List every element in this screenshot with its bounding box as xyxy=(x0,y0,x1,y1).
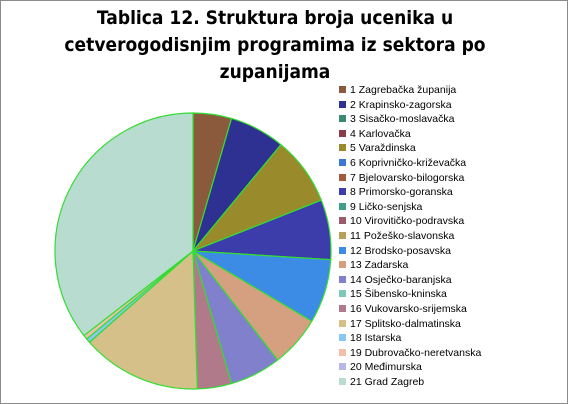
legend-item-8: 8 Primorsko-goranska xyxy=(339,185,481,200)
legend-swatch xyxy=(339,231,346,239)
legend-swatch xyxy=(339,261,346,269)
chart-title: Tablica 12. Struktura broja ucenika u ce… xyxy=(64,5,487,86)
legend-label: 5 Varaždinska xyxy=(350,142,416,155)
legend-label: 8 Primorsko-goranska xyxy=(350,186,453,199)
legend-swatch xyxy=(339,290,346,298)
legend-label: 20 Međimurska xyxy=(350,361,422,374)
legend-item-4: 4 Karlovačka xyxy=(339,127,481,142)
chart-title-line-1: Tablica 12. Struktura broja ucenika u xyxy=(96,7,454,29)
legend-item-20: 20 Međimurska xyxy=(339,360,481,375)
legend-swatch xyxy=(339,158,346,166)
legend-swatch xyxy=(339,334,346,342)
legend-swatch xyxy=(339,304,346,312)
legend-label: 16 Vukovarsko-srijemska xyxy=(350,302,467,315)
legend-label: 9 Ličko-senjska xyxy=(350,200,423,213)
legend-label: 18 Istarska xyxy=(350,332,402,345)
legend-label: 17 Splitsko-dalmatinska xyxy=(350,317,461,330)
pie-slice-21 xyxy=(54,112,194,337)
legend-swatch xyxy=(339,173,346,181)
legend-item-15: 15 Šibensko-kninska xyxy=(339,287,481,302)
legend-item-10: 10 Virovitičko-podravska xyxy=(339,214,481,229)
legend-label: 6 Koprivničko-križevačka xyxy=(350,156,467,169)
chart-legend: 1 Zagrebačka županija 2 Krapinsko-zagorsk… xyxy=(339,83,481,389)
legend-label: 3 Sisačko-moslavačka xyxy=(350,113,455,126)
legend-swatch xyxy=(339,188,346,196)
legend-label: 10 Virovitičko-podravska xyxy=(350,215,465,228)
legend-label: 14 Osječko-baranjska xyxy=(350,273,452,286)
legend-item-3: 3 Sisačko-moslavačka xyxy=(339,112,481,127)
legend-item-14: 14 Osječko-baranjska xyxy=(339,273,481,288)
legend-swatch xyxy=(339,100,346,108)
legend-item-19: 19 Dubrovačko-neretvanska xyxy=(339,346,481,361)
legend-label: 4 Karlovačka xyxy=(350,127,411,140)
legend-swatch xyxy=(339,86,346,93)
legend-item-13: 13 Zadarska xyxy=(339,258,481,273)
legend-label: 21 Grad Zagreb xyxy=(350,375,425,388)
legend-swatch xyxy=(339,217,346,225)
legend-label: 19 Dubrovačko-neretvanska xyxy=(350,346,482,359)
pie-slice-17 xyxy=(88,249,198,390)
legend-swatch xyxy=(339,144,346,152)
legend-swatch xyxy=(339,348,346,356)
legend-label: 1 Zagrebačka županija xyxy=(350,84,457,96)
legend-item-2: 2 Krapinsko-zagorska xyxy=(339,98,481,113)
legend-item-12: 12 Brodsko-posavska xyxy=(339,244,481,259)
legend-swatch xyxy=(339,129,346,137)
chart-title-line-2: cetverogodisnjim programima iz sektora p… xyxy=(64,34,486,56)
legend-item-9: 9 Ličko-senjska xyxy=(339,200,481,215)
legend-swatch xyxy=(339,246,346,254)
legend-item-16: 16 Vukovarsko-srijemska xyxy=(339,302,481,317)
legend-item-17: 17 Splitsko-dalmatinska xyxy=(339,317,481,332)
legend-swatch xyxy=(339,202,346,210)
legend-label: 7 Bjelovarsko-bilogorska xyxy=(350,171,465,184)
legend-label: 12 Brodsko-posavska xyxy=(350,244,451,257)
legend-item-11: 11 Požeško-slavonska xyxy=(339,229,481,244)
legend-item-1: 1 Zagrebačka županija xyxy=(339,83,481,98)
legend-item-6: 6 Koprivničko-križevačka xyxy=(339,156,481,171)
legend-swatch xyxy=(339,319,346,327)
legend-item-7: 7 Bjelovarsko-bilogorska xyxy=(339,171,481,186)
legend-swatch xyxy=(339,363,346,371)
chart-title-line-3: zupanijama xyxy=(219,61,331,83)
legend-label: 13 Zadarska xyxy=(350,259,409,272)
legend-swatch xyxy=(339,377,346,385)
legend-swatch xyxy=(339,115,346,123)
legend-item-18: 18 Istarska xyxy=(339,331,481,346)
legend-label: 2 Krapinsko-zagorska xyxy=(350,98,452,111)
legend-label: 11 Požeško-slavonska xyxy=(350,229,455,242)
legend-label: 15 Šibensko-kninska xyxy=(350,288,447,301)
legend-item-21: 21 Grad Zagreb xyxy=(339,375,481,390)
legend-swatch xyxy=(339,275,346,283)
legend-item-5: 5 Varaždinska xyxy=(339,141,481,156)
